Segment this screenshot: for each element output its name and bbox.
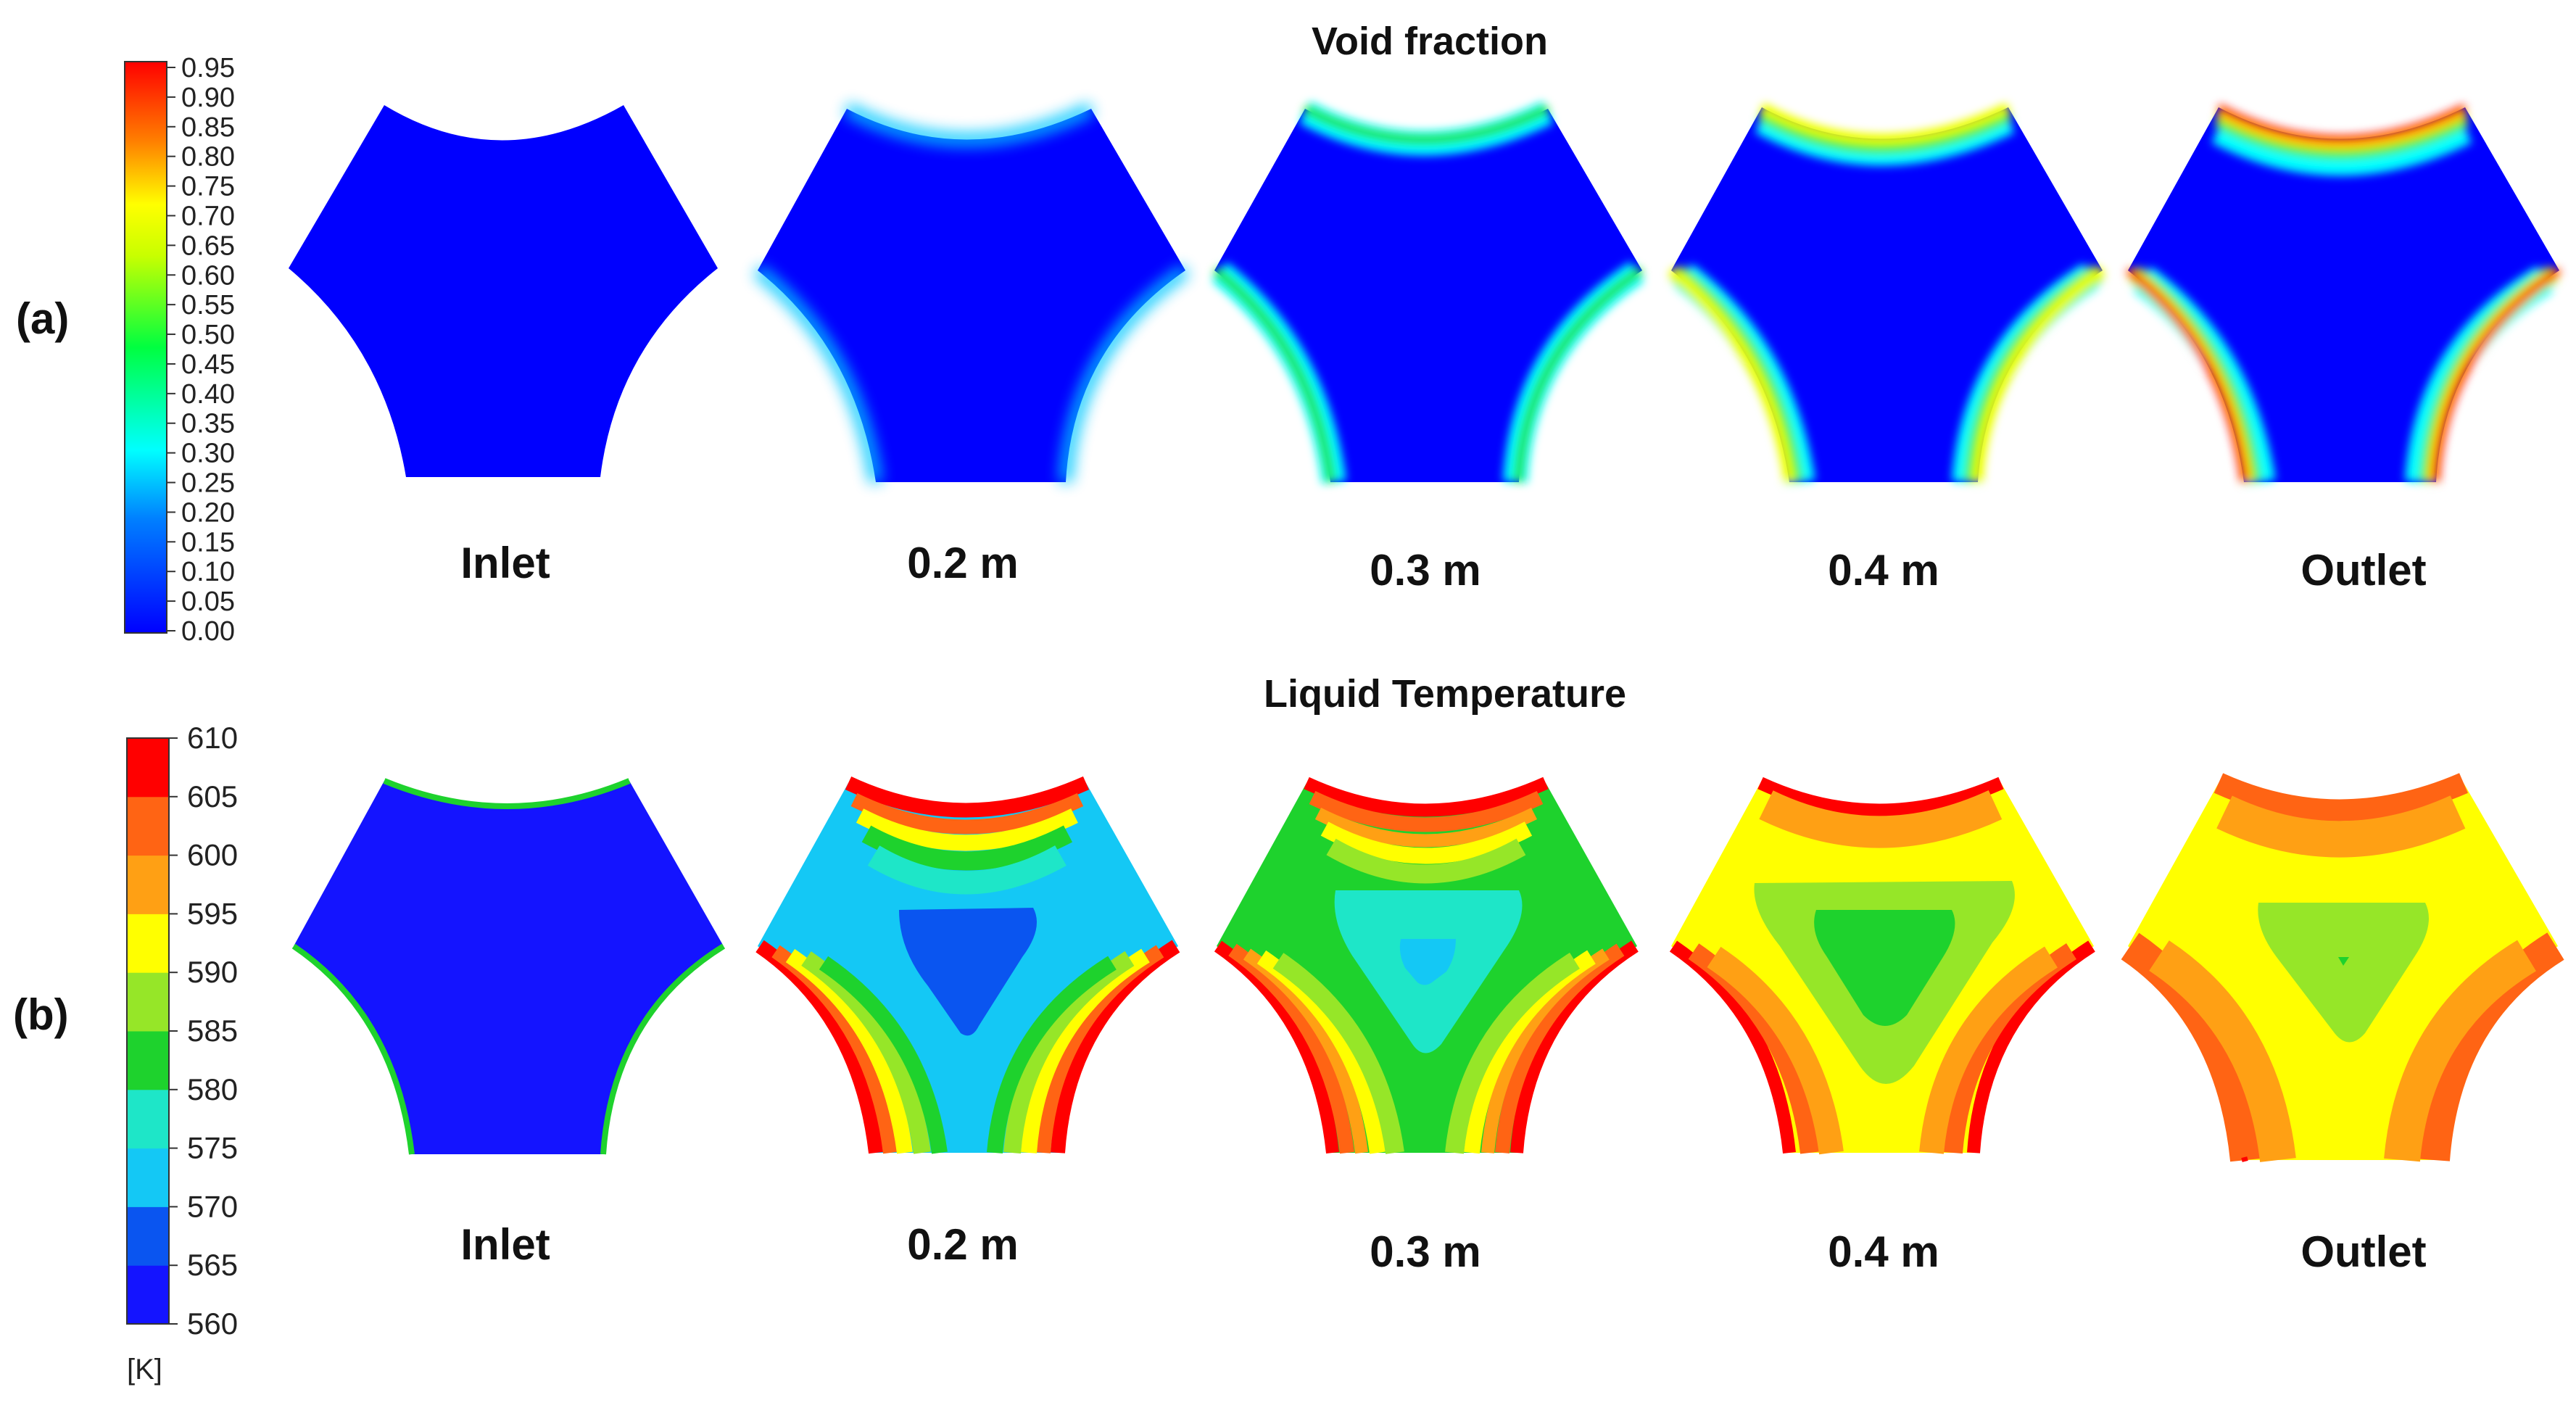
caption-b-3: 0.3 m [1370,1227,1480,1276]
colorbar-a-tick-label: 0.45 [181,349,235,380]
colorbar-b-band [127,738,169,798]
colorbar-a-tick-label: 0.05 [181,587,235,617]
colorbar-a-gradient [124,61,167,634]
caption-b-5: Outlet [2300,1227,2426,1276]
colorbar-a-tick-label: 0.15 [181,527,235,558]
colorbar-a-tick-label: 0.80 [181,142,235,173]
colorbar-a-tick-label: 0.85 [181,112,235,143]
colorbar-b-band [127,1031,169,1090]
colorbar-a-tick-label: 0.60 [181,260,235,291]
colorbar-b-tick-label: 575 [187,1131,238,1165]
colorbar-b: 610 605 600 595 590 585 580 575 570 565 560 [K] [126,721,238,1386]
colorbar-b-tick-label: 570 [187,1189,238,1223]
colorbar-b-band [127,1089,169,1149]
colorbar-b-band [127,972,169,1032]
colorbar-b-tick-label: 610 [187,721,238,755]
caption-b-2: 0.2 m [907,1220,1018,1269]
colorbar-a-tick-label: 0.90 [181,83,235,113]
temp-map-inlet [291,778,726,1155]
void-map-0.3m [1212,101,1644,484]
colorbar-b-tick-label: 590 [187,955,238,989]
colorbar-b-band [127,855,169,914]
colorbar-a-tick-label: 0.55 [181,290,235,320]
colorbar-b-tick-label: 585 [187,1014,238,1048]
colorbar-a-tick-label: 0.00 [181,616,235,647]
colorbar-b-band [127,1206,169,1266]
colorbar-a-tick-label: 0.50 [181,320,235,350]
colorbar-b-tick-label: 560 [187,1306,238,1341]
caption-a-1: Inlet [460,539,550,587]
colorbar-b-unit: [K] [127,1354,162,1386]
colorbar-b-tick-label: 565 [187,1248,238,1282]
colorbar-b-band [127,914,169,973]
temp-map-0.2m [755,776,1180,1154]
caption-a-5: Outlet [2300,546,2426,595]
caption-a-2: 0.2 m [907,539,1018,587]
title-void-fraction: Void fraction [1312,20,1548,63]
colorbar-a-tick-label: 0.30 [181,439,235,469]
void-map-0.4m [1668,102,2105,485]
title-liquid-temperature: Liquid Temperature [1264,672,1626,716]
temp-map-outlet [2121,773,2564,1162]
colorbar-a-tick-label: 0.95 [181,53,235,83]
caption-a-3: 0.3 m [1370,546,1480,595]
colorbar-b-tick-label: 605 [187,779,238,813]
void-map-inlet [289,105,718,477]
void-map-0.2m [753,102,1190,484]
colorbar-a-tick-label: 0.10 [181,557,235,587]
colorbar-a-tick-label: 0.65 [181,231,235,261]
colorbar-b-tick-label: 580 [187,1072,238,1106]
colorbar-a-tick-label: 0.75 [181,172,235,202]
panel-label-b: (b) [13,990,69,1039]
colorbar-b-band [127,1148,169,1207]
panel-label-a: (a) [16,294,69,343]
colorbar-b-band [127,796,169,856]
colorbar-b-tick-label: 595 [187,896,238,930]
colorbar-a-tick-label: 0.20 [181,497,235,528]
caption-b-4: 0.4 m [1828,1227,1939,1276]
caption-b-1: Inlet [460,1220,550,1269]
colorbar-a-tick-label: 0.70 [181,201,235,231]
colorbar-a-tick-label: 0.25 [181,468,235,499]
temp-map-0.4m [1669,777,2095,1155]
void-map-outlet [2125,104,2561,485]
caption-a-4: 0.4 m [1828,546,1939,595]
colorbar-a: 0.950.900.850.800.750.700.650.600.550.50… [124,53,235,647]
colorbar-a-tick-label: 0.40 [181,379,235,410]
colorbar-a-tick-label: 0.35 [181,409,235,439]
colorbar-b-band [127,1265,169,1325]
temp-map-0.3m [1214,777,1639,1154]
colorbar-b-tick-label: 600 [187,838,238,872]
